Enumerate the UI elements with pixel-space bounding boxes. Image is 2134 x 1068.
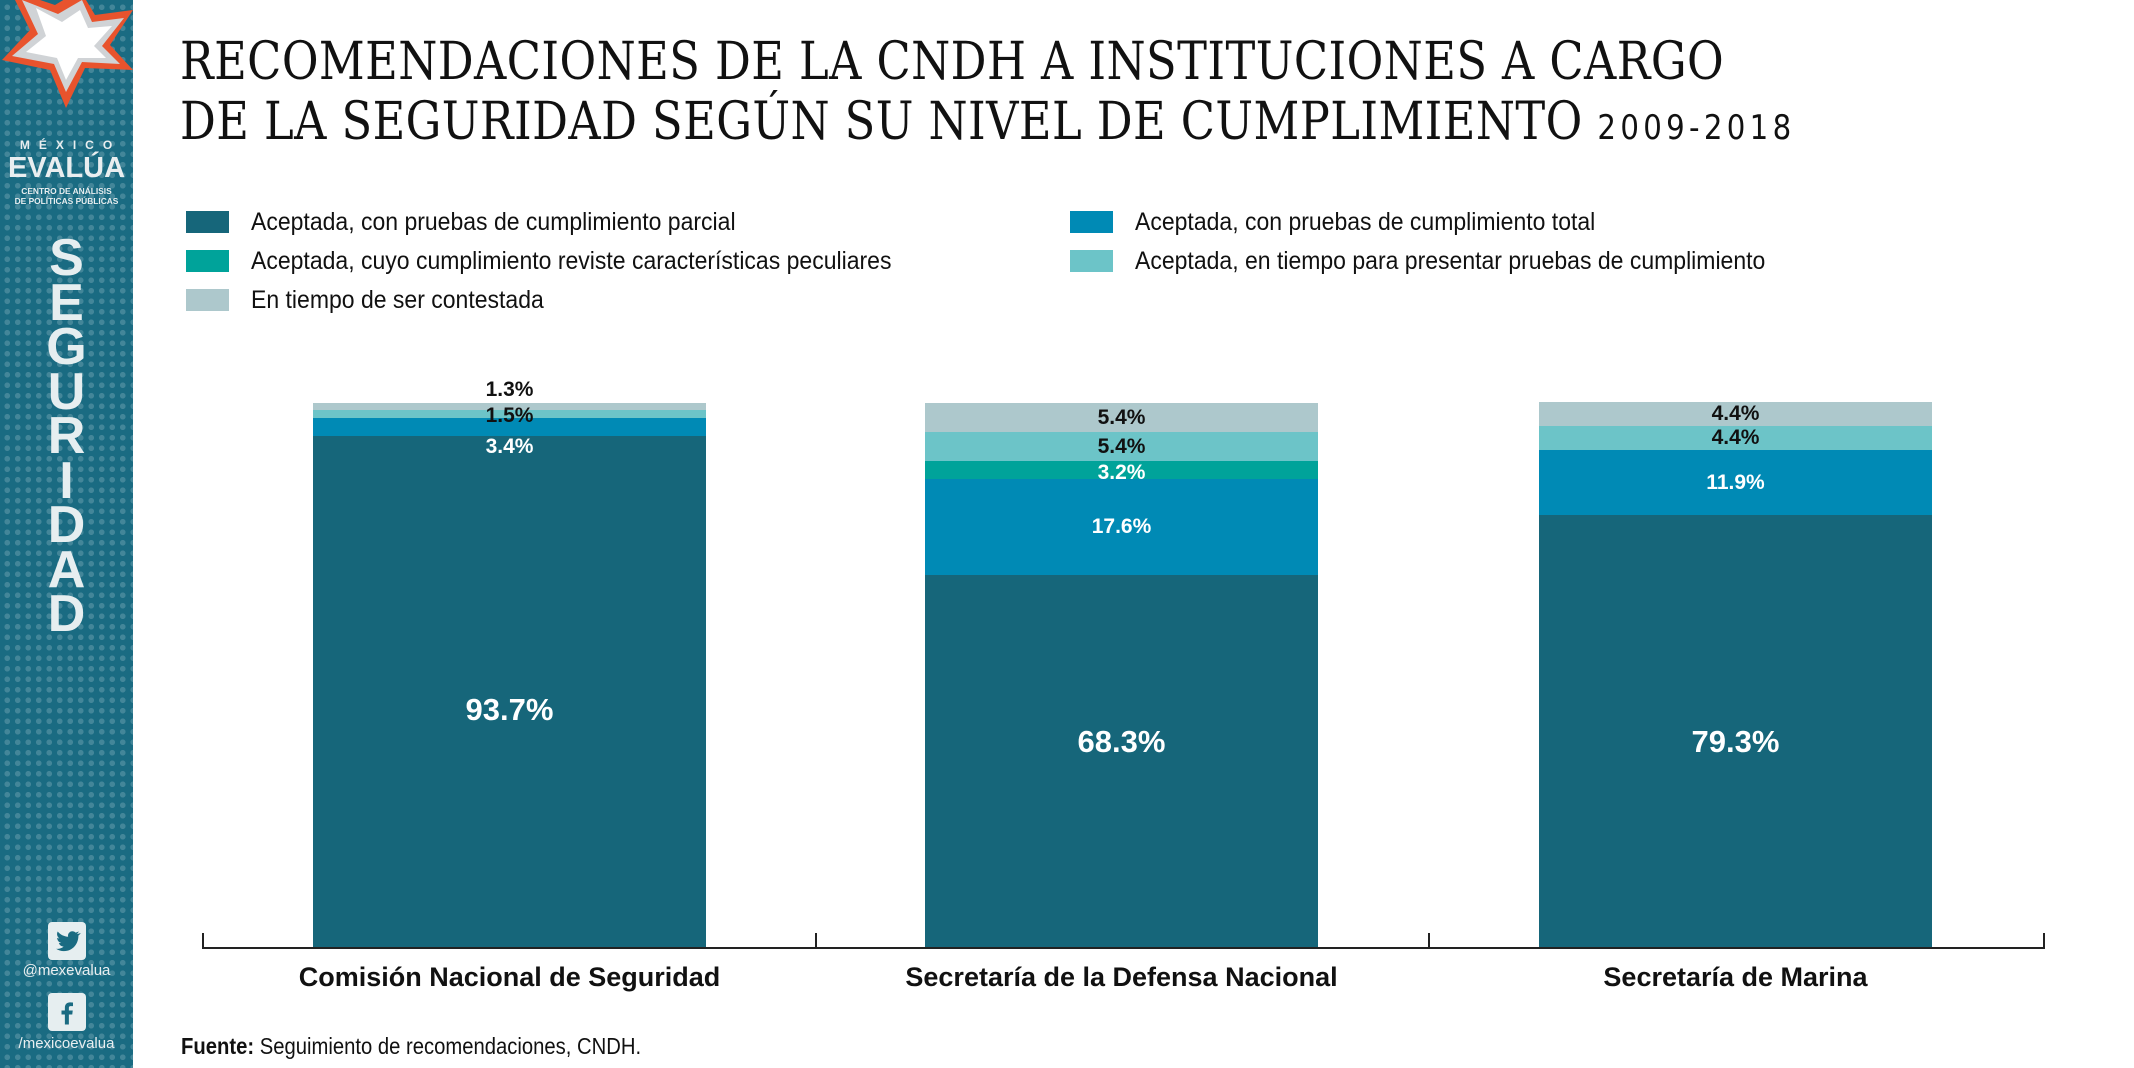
facebook-link[interactable]: /mexicoevalua xyxy=(0,993,133,1052)
section-letter: E xyxy=(49,273,84,332)
bar-segment xyxy=(313,417,706,437)
legend-label: Aceptada, en tiempo para presentar prueb… xyxy=(1135,246,1766,275)
bar-segment xyxy=(313,402,706,410)
data-label: 4.4% xyxy=(1711,402,1760,426)
x-axis xyxy=(202,947,2045,949)
legend-item: Aceptada, con pruebas de cumplimiento to… xyxy=(1070,207,1635,237)
legend-swatch xyxy=(186,289,229,311)
data-label: 68.3% xyxy=(1077,724,1166,760)
facebook-icon xyxy=(47,993,86,1031)
data-label: 3.2% xyxy=(1097,460,1146,484)
x-axis-tick xyxy=(2043,933,2045,948)
brand-subtitle-line1: CENTRO DE ANÁLISIS xyxy=(21,186,112,196)
twitter-icon xyxy=(47,922,86,960)
data-label: 3.4% xyxy=(485,435,534,459)
bar-segment xyxy=(1539,402,1932,426)
sidebar: MÉXICO EVALÚA CENTRO DE ANÁLISIS DE POLÍ… xyxy=(0,0,133,1068)
legend-swatch xyxy=(186,211,229,233)
legend-label: Aceptada, cuyo cumplimiento reviste cara… xyxy=(251,246,892,275)
bar-segment xyxy=(313,409,706,418)
data-label: 5.4% xyxy=(1097,405,1146,429)
data-label: 1.3% xyxy=(485,377,534,401)
x-axis-tick xyxy=(1428,933,1430,948)
title-years: 2009-2018 xyxy=(1597,108,1796,148)
bar-segment xyxy=(1539,425,1932,450)
title-line-2: DE LA SEGURIDAD SEGÚN SU NIVEL DE CUMPLI… xyxy=(180,92,1795,158)
section-letter: U xyxy=(47,362,86,421)
section-letter: R xyxy=(47,407,86,465)
legend-swatch xyxy=(1070,211,1113,233)
data-label: 1.5% xyxy=(485,404,534,428)
star-logo-icon xyxy=(2,0,133,108)
legend-swatch xyxy=(186,250,229,272)
section-name: S E G U R I D A D xyxy=(0,229,133,643)
legend-item: Aceptada, en tiempo para presentar prueb… xyxy=(1070,246,1820,276)
title-line-2-text: DE LA SEGURIDAD SEGÚN SU NIVEL DE CUMPLI… xyxy=(180,92,1583,152)
page-title: RECOMENDACIONES DE LA CNDH A INSTITUCION… xyxy=(180,32,1795,158)
section-letter: A xyxy=(47,540,86,599)
bar-segment xyxy=(925,431,1318,462)
twitter-handle: @mexevalua xyxy=(22,962,111,979)
legend-label: Aceptada, con pruebas de cumplimiento pa… xyxy=(251,207,736,236)
x-axis-tick xyxy=(202,933,204,948)
bar-segment xyxy=(1539,449,1932,515)
legend-swatch xyxy=(1070,250,1113,272)
twitter-link[interactable]: @mexevalua xyxy=(0,922,133,979)
bar-segment xyxy=(925,461,1318,479)
category-label: Comisión Nacional de Seguridad xyxy=(298,962,721,992)
brand-subtitle: CENTRO DE ANÁLISIS DE POLÍTICAS PÚBLICAS xyxy=(0,186,133,206)
bar-segment xyxy=(925,402,1318,432)
bar-segment xyxy=(1539,514,1932,947)
title-line-1: RECOMENDACIONES DE LA CNDH A INSTITUCION… xyxy=(180,32,1725,92)
data-label: 11.9% xyxy=(1706,470,1765,494)
source-note: Fuente: Seguimiento de recomendaciones, … xyxy=(181,1033,641,1060)
facebook-handle: /mexicoevalua xyxy=(18,1035,115,1052)
legend-item: Aceptada, cuyo cumplimiento reviste cara… xyxy=(186,246,947,276)
category-label: Secretaría de la Defensa Nacional xyxy=(905,962,1338,992)
legend-label: Aceptada, con pruebas de cumplimiento to… xyxy=(1135,207,1596,236)
x-axis-tick xyxy=(815,933,817,948)
source-text: Seguimiento de recomendaciones, CNDH. xyxy=(254,1033,642,1059)
legend-item: En tiempo de ser contestada xyxy=(186,285,569,315)
bar-segment xyxy=(925,478,1318,575)
data-label: 79.3% xyxy=(1691,724,1780,760)
bar-segment xyxy=(925,574,1318,947)
bar-segment xyxy=(313,436,706,947)
brand-subtitle-line2: DE POLÍTICAS PÚBLICAS xyxy=(14,196,119,206)
data-label: 93.7% xyxy=(465,692,554,728)
section-letter: S xyxy=(49,229,84,287)
legend-item: Aceptada, con pruebas de cumplimiento pa… xyxy=(186,207,778,237)
data-label: 4.4% xyxy=(1711,426,1760,450)
data-label: 17.6% xyxy=(1091,515,1152,539)
section-letter: G xyxy=(46,318,87,376)
section-letter: D xyxy=(47,496,86,554)
category-label: Secretaría de Marina xyxy=(1603,962,1868,992)
data-label: 5.4% xyxy=(1097,435,1146,459)
source-label: Fuente: xyxy=(181,1033,255,1059)
legend-label: En tiempo de ser contestada xyxy=(251,285,544,314)
section-letter: I xyxy=(59,451,74,510)
section-letter: D xyxy=(47,585,86,643)
brand-top: MÉXICO xyxy=(19,138,122,152)
brand-name: EVALÚA xyxy=(7,152,126,184)
